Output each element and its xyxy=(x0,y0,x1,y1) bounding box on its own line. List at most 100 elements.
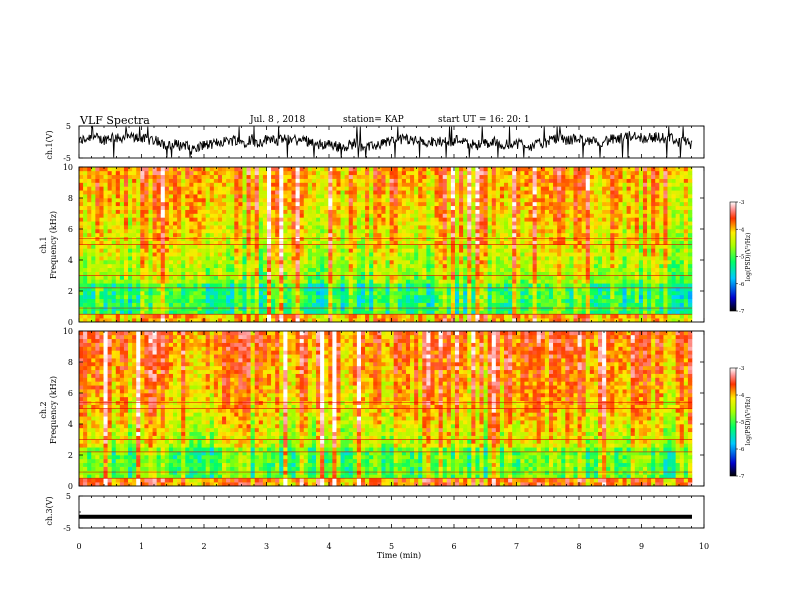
spectrogram-cell xyxy=(651,244,656,249)
spectrogram-cell xyxy=(602,252,607,257)
spectrogram-cell xyxy=(209,217,215,222)
spectrogram-cell xyxy=(168,213,174,218)
spectrogram-cell xyxy=(610,298,615,303)
spectrogram-cell xyxy=(348,225,354,230)
spectrogram-cell xyxy=(467,287,472,292)
spectrogram-cell xyxy=(475,310,480,315)
spectrogram-cell xyxy=(83,201,88,207)
spectrogram-cell xyxy=(226,279,231,284)
spectrogram-cell xyxy=(622,232,627,238)
spectrogram-cell xyxy=(536,248,542,253)
spectrogram-cell xyxy=(401,205,407,210)
spectrogram-cell xyxy=(389,302,394,307)
spectrogram-cell xyxy=(598,209,603,214)
spectrogram-cell xyxy=(140,232,145,238)
spectrogram-cell xyxy=(111,267,117,272)
spectrogram-cell xyxy=(328,225,333,230)
spectrogram-cell xyxy=(385,194,390,199)
spectrogram-cell xyxy=(589,279,595,284)
spectrogram-cell xyxy=(401,298,407,303)
spectrogram-cell xyxy=(287,240,292,245)
spectrogram-cell xyxy=(303,240,309,245)
spectrogram-cell xyxy=(307,291,313,296)
spectrogram-cell xyxy=(79,275,84,280)
spectrogram-cell xyxy=(164,291,170,296)
spectrogram-cell xyxy=(320,260,325,265)
spectrogram-cell xyxy=(377,217,382,222)
spectrogram-cell xyxy=(144,217,149,222)
spectrogram-cell xyxy=(426,302,431,307)
spectrogram-cell xyxy=(642,244,648,249)
spectrogram-cell xyxy=(389,198,394,203)
spectrogram-cell xyxy=(136,263,141,269)
spectrogram-cell xyxy=(262,229,268,234)
spectrogram-cell xyxy=(475,283,480,288)
spectrogram-cell xyxy=(152,256,157,261)
spectrogram-cell xyxy=(504,294,509,300)
spectrogram-cell xyxy=(136,248,141,253)
spectrogram-cell xyxy=(426,306,431,311)
spectrogram-cell xyxy=(307,248,313,253)
spectrogram-cell xyxy=(352,201,358,207)
spectrogram-cell xyxy=(414,275,419,280)
spectrogram-cell xyxy=(614,201,619,207)
spectrogram-cell xyxy=(638,291,644,296)
spectrogram-cell xyxy=(250,318,256,323)
spectrogram-cell xyxy=(454,287,460,292)
spectrogram-cell xyxy=(271,232,276,238)
spectrogram-cell xyxy=(638,263,644,269)
spectrogram-cell xyxy=(83,205,88,210)
spectrogram-cell xyxy=(140,298,145,303)
spectrogram-cell xyxy=(324,306,329,311)
spectrogram-cell xyxy=(487,229,493,234)
spectrogram-cell xyxy=(328,194,333,199)
spectrogram-cell xyxy=(487,221,493,226)
spectrogram-cell xyxy=(283,236,288,241)
spectrogram-cell xyxy=(123,314,129,319)
spectrogram-cell xyxy=(352,314,358,319)
spectrogram-cell xyxy=(79,306,84,311)
spectrogram-cell xyxy=(410,279,415,284)
spectrogram-cell xyxy=(373,213,378,218)
spectrogram-cell xyxy=(217,279,223,284)
spectrogram-cell xyxy=(119,194,125,199)
spectrogram-cell xyxy=(189,302,194,307)
spectrogram-cell xyxy=(475,236,480,241)
spectrogram-cell xyxy=(561,252,566,257)
spectrogram-cell xyxy=(291,194,296,199)
spectrogram-cell xyxy=(111,236,117,241)
spectrogram-cell xyxy=(230,302,235,307)
spectrogram-cell xyxy=(283,306,288,311)
spectrogram-cell xyxy=(238,267,243,272)
spectrogram-cell xyxy=(593,205,599,210)
spectrogram-cell xyxy=(405,314,411,319)
spectrogram-cell xyxy=(430,260,435,265)
spectrogram-cell xyxy=(430,252,435,257)
spectrogram-cell xyxy=(271,221,276,226)
spectrogram-cell xyxy=(634,267,640,272)
spectrogram-cell xyxy=(140,256,145,261)
spectrogram-cell xyxy=(373,260,378,265)
spectrogram-cell xyxy=(123,198,129,203)
spectrogram-cell xyxy=(385,248,390,253)
spectrogram-cell xyxy=(667,314,672,319)
spectrogram-cell xyxy=(311,267,317,272)
spectrogram-cell xyxy=(238,213,243,218)
spectrogram-cell xyxy=(585,236,591,241)
spectrogram-cell xyxy=(598,260,603,265)
spectrogram-cell xyxy=(152,198,157,203)
spectrogram-cell xyxy=(369,248,374,253)
spectrogram-cell xyxy=(123,256,129,261)
spectrogram-cell xyxy=(585,287,591,292)
spectrogram-cell xyxy=(520,236,525,241)
spectrogram-cell xyxy=(577,302,582,307)
spectrogram-cell xyxy=(385,198,390,203)
spectrogram-cell xyxy=(242,209,247,214)
spectrogram-cell xyxy=(642,205,648,210)
spectrogram-cell xyxy=(614,198,619,203)
spectrogram-cell xyxy=(373,279,378,284)
spectrogram-cell xyxy=(626,263,631,269)
spectrogram-cell xyxy=(569,287,574,292)
spectrogram-cell xyxy=(659,291,664,296)
spectrogram-cell xyxy=(459,252,464,257)
